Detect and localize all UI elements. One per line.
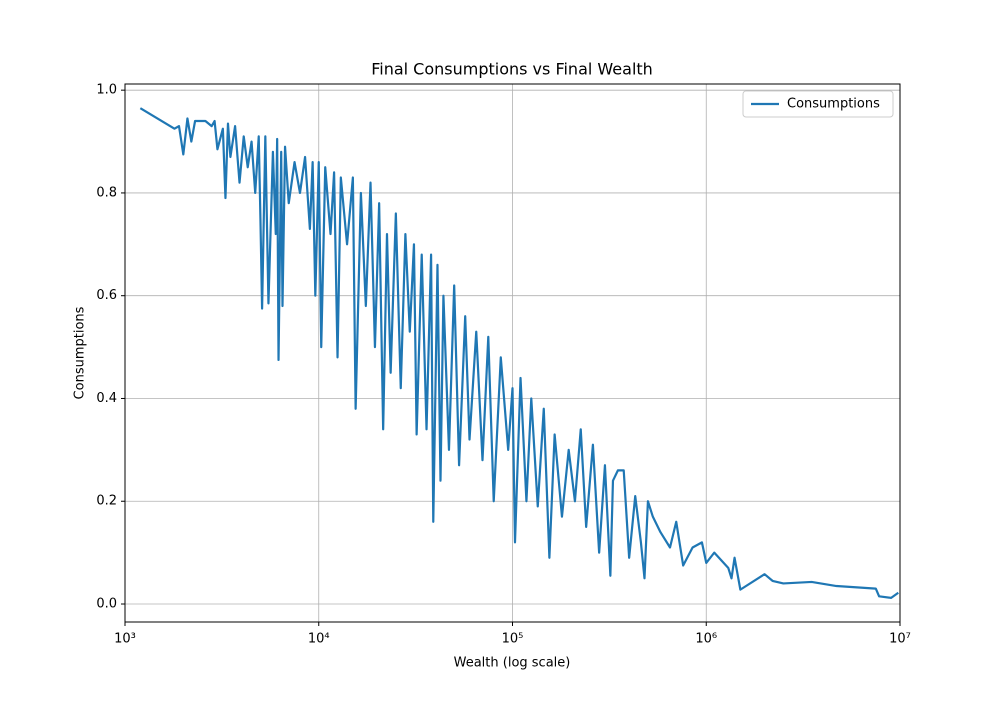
chart-title: Final Consumptions vs Final Wealth — [371, 60, 653, 79]
x-axis-label: Wealth (log scale) — [454, 656, 571, 671]
legend-box — [742, 90, 894, 118]
x-tick-label: 10³ — [114, 632, 136, 647]
x-tick-label: 10⁷ — [889, 632, 911, 647]
legend-label: Consumptions — [787, 97, 880, 112]
x-tick-label: 10⁶ — [695, 632, 717, 647]
y-axis-label: Consumptions — [73, 306, 88, 399]
y-tick-label: 0.6 — [96, 288, 117, 303]
x-tick-label: 10⁴ — [308, 632, 330, 647]
y-tick-label: 0.4 — [96, 391, 117, 406]
y-tick-label: 1.0 — [96, 83, 117, 98]
y-tick-label: 0.0 — [96, 597, 117, 612]
y-tick-label: 0.2 — [96, 494, 117, 509]
legend: Consumptions — [742, 90, 894, 118]
x-tick-label: 10⁵ — [502, 632, 524, 647]
y-tick-label: 0.8 — [96, 185, 117, 200]
line-series — [139, 107, 899, 599]
plot-frame — [124, 83, 901, 623]
